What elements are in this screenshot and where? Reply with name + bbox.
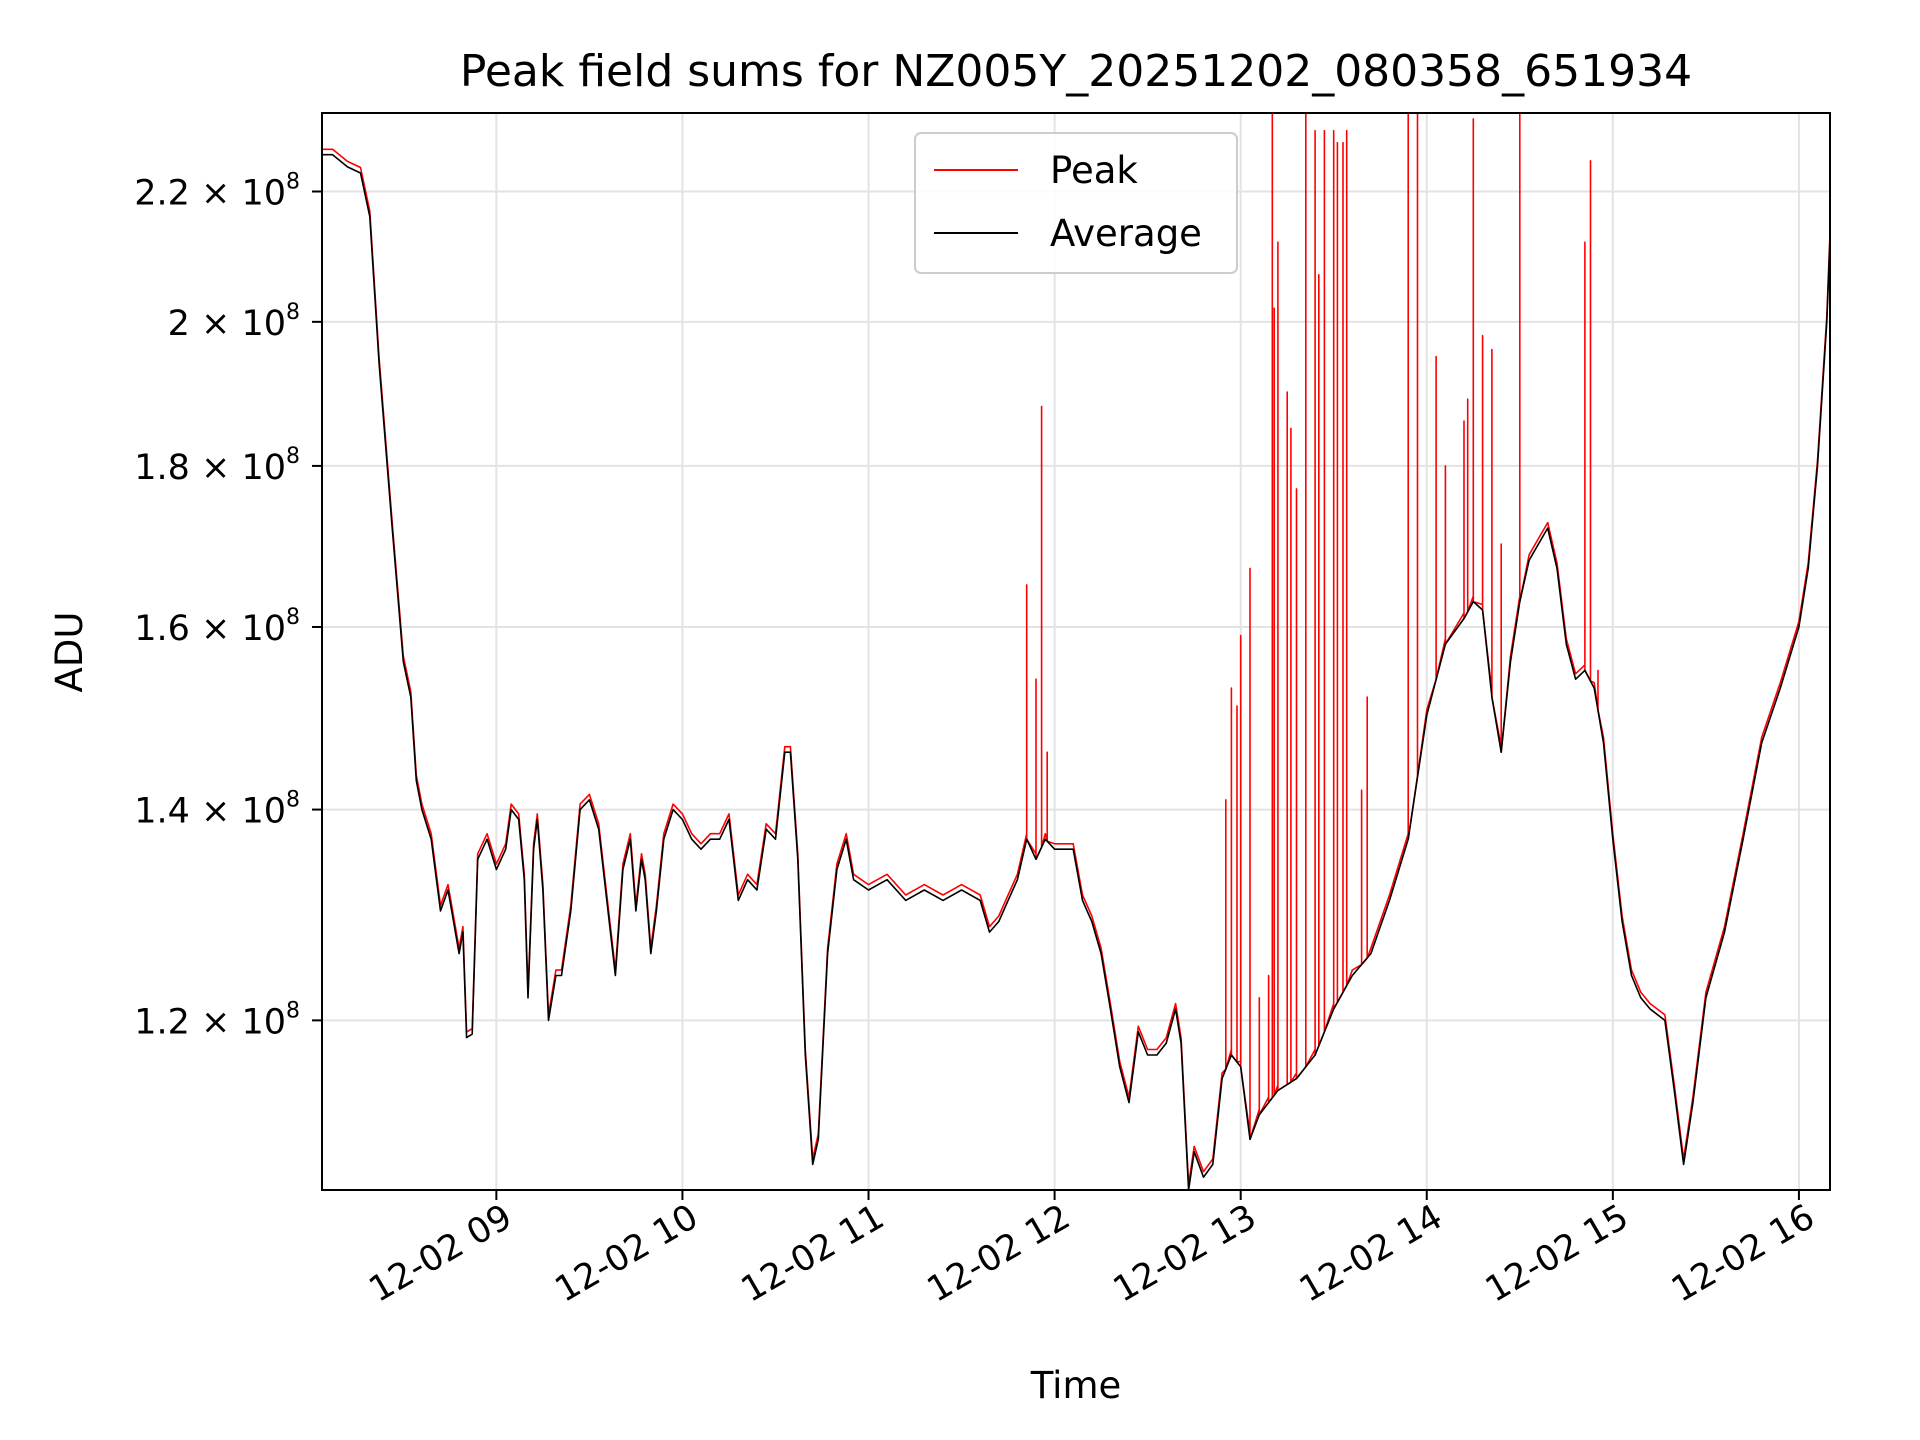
x-tick-label: 12-02 16 <box>1665 1197 1821 1310</box>
x-tick-label: 12-02 15 <box>1479 1197 1635 1310</box>
y-tick-label: 1.2 × 108 <box>134 998 300 1042</box>
x-axis-label: Time <box>1030 1364 1122 1407</box>
x-tick-label: 12-02 14 <box>1293 1197 1449 1310</box>
x-tick-label: 12-02 10 <box>549 1197 705 1310</box>
legend-average-label: Average <box>1050 212 1202 255</box>
y-tick-label: 1.6 × 108 <box>134 605 300 649</box>
x-tick-label: 12-02 09 <box>363 1197 519 1310</box>
legend-box <box>914 132 1238 274</box>
y-axis-label: ADU <box>48 612 91 693</box>
y-tick-label: 2 × 108 <box>168 300 300 344</box>
y-tick-label: 1.4 × 108 <box>134 788 300 832</box>
grid-lines <box>322 113 1830 1190</box>
y-tick-label: 1.8 × 108 <box>134 444 300 488</box>
series-layer <box>322 113 1830 1190</box>
y-tick-label: 2.2 × 108 <box>134 170 300 214</box>
x-tick-label: 12-02 11 <box>735 1197 891 1310</box>
chart-title: Peak field sums for NZ005Y_20251202_0803… <box>460 46 1692 97</box>
axis-ticks: 12-02 09 12-02 10 12-02 11 12-02 12 12-02 13… <box>134 170 1821 1311</box>
legend: Peak Average <box>914 132 1238 274</box>
x-tick-label: 12-02 13 <box>1107 1197 1263 1310</box>
plot-frame <box>321 112 1831 1191</box>
x-tick-label: 12-02 12 <box>921 1197 1077 1310</box>
legend-peak-label: Peak <box>1050 149 1138 192</box>
average-series-line <box>322 153 1830 1190</box>
